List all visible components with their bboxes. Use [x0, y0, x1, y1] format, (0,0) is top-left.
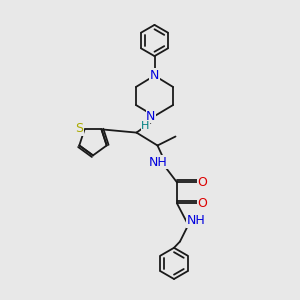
Text: O: O: [197, 176, 207, 189]
Text: N: N: [150, 69, 159, 82]
Text: N: N: [146, 110, 156, 123]
Text: NH: NH: [187, 214, 205, 227]
Text: NH: NH: [149, 155, 167, 169]
Text: H: H: [141, 121, 150, 131]
Text: O: O: [197, 197, 207, 210]
Text: S: S: [75, 122, 83, 135]
